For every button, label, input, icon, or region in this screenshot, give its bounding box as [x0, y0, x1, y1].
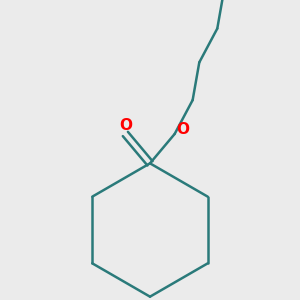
Text: O: O: [176, 122, 190, 137]
Text: O: O: [119, 118, 132, 133]
